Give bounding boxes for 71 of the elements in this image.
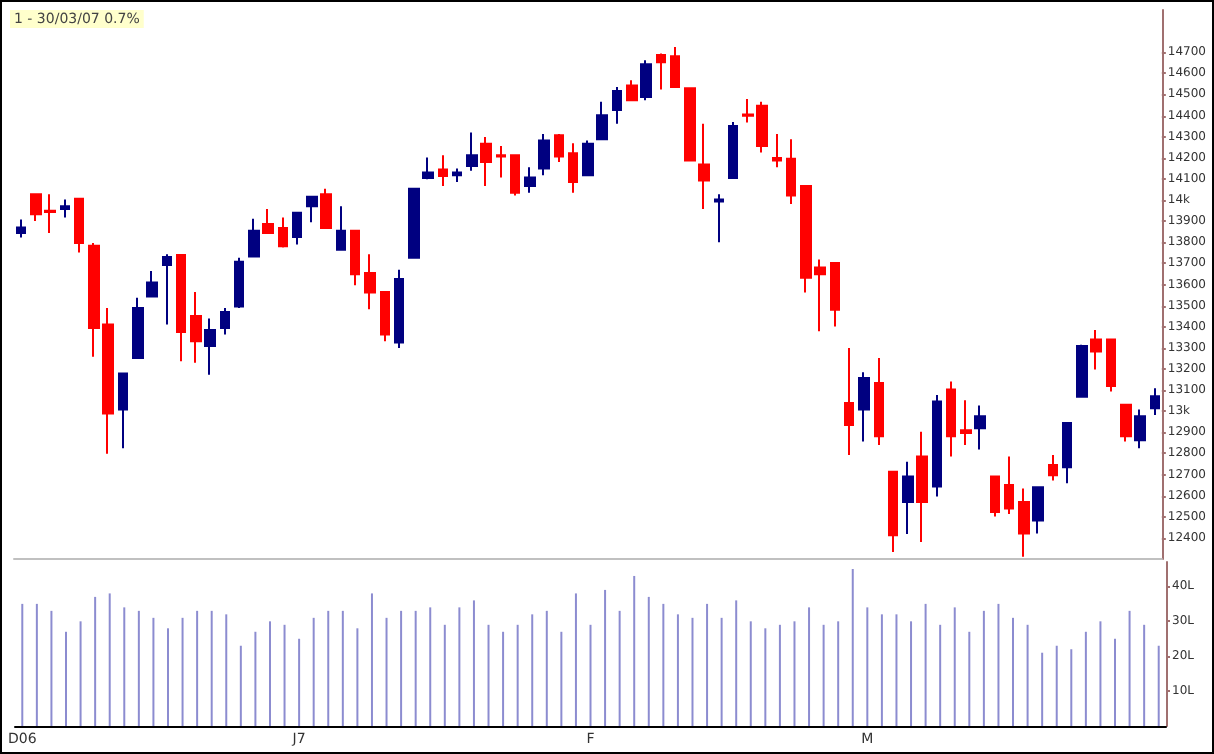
candlestick xyxy=(1032,486,1044,535)
candlestick xyxy=(670,45,680,89)
candlestick xyxy=(336,205,346,251)
candlestick xyxy=(656,52,666,91)
candlestick xyxy=(466,131,478,172)
candlestick xyxy=(306,195,318,224)
candlestick xyxy=(714,193,724,244)
candlestick xyxy=(916,430,928,544)
candlestick xyxy=(524,166,536,194)
candlestick xyxy=(844,347,854,457)
candlestick xyxy=(596,100,608,141)
candlestick xyxy=(248,217,260,258)
candlestick xyxy=(1120,403,1132,443)
candlestick xyxy=(582,139,594,177)
candlestick xyxy=(118,372,128,450)
candlestick xyxy=(1062,422,1072,485)
candlestick xyxy=(320,187,332,230)
candlestick xyxy=(612,86,622,125)
candlestick xyxy=(568,142,578,194)
candlestick xyxy=(510,154,520,197)
candlestick xyxy=(874,356,884,446)
candlestick xyxy=(204,317,216,376)
candlestick xyxy=(932,393,942,498)
candlestick xyxy=(960,399,972,446)
candlestick xyxy=(422,156,434,181)
candlestick xyxy=(1018,487,1030,558)
candlestick xyxy=(16,218,26,239)
candlestick xyxy=(786,138,796,206)
candlestick xyxy=(888,470,898,554)
candlestick xyxy=(1048,454,1058,482)
candlestick xyxy=(350,229,360,287)
candlestick xyxy=(176,253,186,363)
candlestick xyxy=(480,136,492,188)
candlestick xyxy=(990,475,1000,518)
candlestick xyxy=(698,122,710,210)
candlestick xyxy=(60,198,70,219)
candlestick xyxy=(220,306,230,336)
candlestick xyxy=(496,144,506,179)
candlestick xyxy=(1076,343,1088,398)
candlestick xyxy=(728,120,738,180)
candlestick xyxy=(858,371,870,443)
candlestick xyxy=(626,79,638,102)
candlestick xyxy=(830,261,840,328)
candlestick xyxy=(262,207,274,234)
candlestick xyxy=(684,87,696,162)
candlestick xyxy=(364,253,376,311)
candlestick xyxy=(974,404,986,451)
candlestick xyxy=(278,216,288,249)
candlestick xyxy=(902,460,914,536)
candlestick xyxy=(132,296,144,359)
candlestick xyxy=(394,268,404,350)
candlestick xyxy=(190,290,202,364)
candlestick xyxy=(1134,408,1146,450)
candlestick xyxy=(408,187,420,259)
candlestick xyxy=(538,132,550,177)
candlestick xyxy=(640,59,652,102)
candlestick xyxy=(162,253,172,326)
candlestick xyxy=(946,380,956,458)
candlestick xyxy=(554,132,564,164)
candlestick xyxy=(1150,387,1160,416)
candlestick xyxy=(234,256,244,309)
candlestick xyxy=(292,211,302,246)
candlestick xyxy=(74,197,84,254)
candlestick xyxy=(1004,455,1014,516)
candlestick xyxy=(1090,328,1102,371)
candlestick xyxy=(452,167,462,184)
candlestick xyxy=(438,154,448,188)
candlestick xyxy=(146,269,158,298)
candlestick xyxy=(380,290,390,343)
candlestick xyxy=(1106,338,1116,393)
candlestick xyxy=(772,132,782,169)
